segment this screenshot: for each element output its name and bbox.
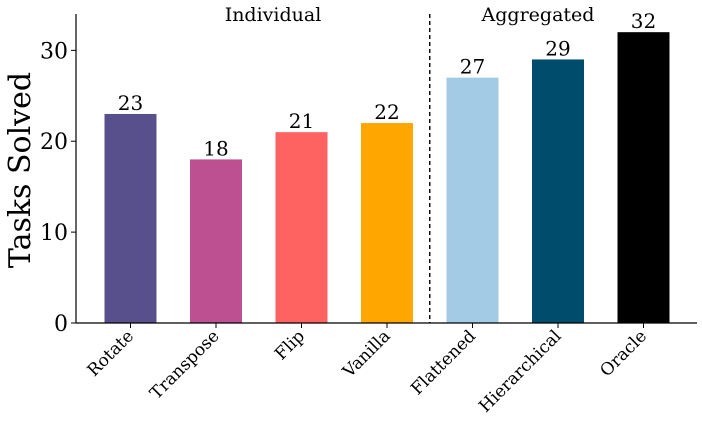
y-tick-label-10: 10 [40,221,68,246]
value-label-flattened: 27 [460,55,485,79]
x-tick-label-flip: Flip [271,326,309,364]
y-tick-label-0: 0 [54,312,68,337]
bar-rotate [104,113,157,324]
value-label-flip: 21 [289,109,314,133]
bar-transpose [190,159,242,323]
y-axis-title: Tasks Solved [3,72,38,268]
x-tick-label-oracle: Oracle [596,326,651,381]
x-tick-label-vanilla: Vanilla [338,326,394,382]
y-tick-label-30: 30 [40,39,68,64]
group-label-aggregated: Aggregated [481,4,595,26]
value-label-transpose: 18 [203,136,228,160]
value-labels-layer: 23 18 21 22 27 29 32 [118,9,656,160]
value-label-vanilla: 22 [374,100,399,124]
value-label-hierarchical: 29 [545,36,570,60]
group-label-individual: Individual [225,4,322,26]
bars-layer [104,32,670,324]
bar-flattened [446,77,499,323]
x-tick-label-flattened: Flattened [407,326,480,399]
bar-vanilla [361,123,413,323]
y-tick-label-20: 20 [40,130,68,155]
x-tick-label-rotate: Rotate [84,326,138,380]
x-tick-label-hierarchical: Hierarchical [475,326,565,416]
value-label-oracle: 32 [631,9,656,33]
bar-oracle [617,32,670,323]
bar-hierarchical [532,59,584,324]
x-tick-label-transpose: Transpose [146,326,223,403]
bar-flip [275,132,328,323]
value-label-rotate: 23 [118,91,143,115]
